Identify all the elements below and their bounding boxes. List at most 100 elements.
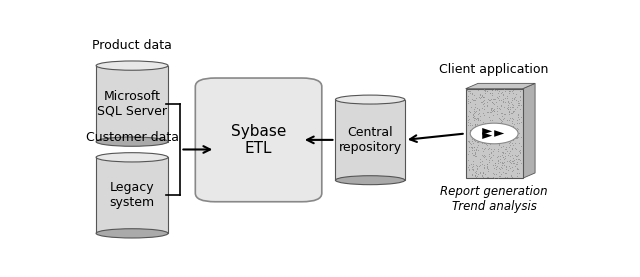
Point (503, 103, 513, 107)
Point (498, 117, 508, 122)
Point (499, 160, 509, 165)
Point (463, 89, 473, 94)
Point (502, 159, 512, 163)
Point (490, 163, 500, 168)
Point (490, 161, 500, 165)
Point (486, 106, 497, 110)
Point (470, 105, 481, 109)
Point (499, 105, 509, 109)
Point (503, 132, 513, 137)
Point (468, 115, 478, 119)
Point (491, 100, 501, 105)
Point (513, 113, 524, 117)
Point (486, 106, 496, 111)
Point (494, 105, 504, 110)
Point (486, 108, 496, 113)
Point (488, 108, 498, 112)
Point (482, 162, 492, 167)
Point (509, 122, 520, 126)
Point (477, 93, 488, 98)
Point (482, 142, 492, 147)
Point (496, 129, 506, 133)
Point (481, 110, 492, 114)
Point (516, 115, 526, 119)
Point (515, 94, 525, 99)
Point (477, 154, 488, 158)
Point (488, 149, 499, 153)
Point (492, 106, 502, 110)
Point (511, 160, 522, 164)
Point (508, 138, 518, 143)
Point (497, 150, 508, 154)
Point (473, 172, 483, 176)
Point (474, 107, 484, 112)
Point (464, 109, 474, 114)
Point (504, 141, 515, 145)
Point (492, 109, 502, 114)
Point (500, 130, 510, 135)
Point (498, 155, 508, 159)
Point (463, 145, 474, 150)
Point (484, 110, 495, 114)
Point (488, 123, 499, 127)
Point (513, 134, 523, 139)
Point (497, 119, 508, 123)
Point (512, 120, 522, 125)
Point (470, 147, 481, 152)
Point (504, 127, 515, 132)
Point (497, 166, 507, 170)
Point (482, 127, 492, 131)
Point (509, 158, 519, 162)
Point (504, 110, 515, 114)
Point (463, 152, 473, 156)
Point (506, 111, 516, 115)
Point (504, 88, 514, 93)
Point (475, 93, 485, 97)
Ellipse shape (96, 229, 168, 238)
Point (511, 98, 521, 102)
Point (504, 133, 514, 138)
Point (479, 165, 489, 170)
Point (482, 89, 492, 93)
Point (481, 157, 491, 161)
Point (468, 131, 479, 135)
Point (488, 112, 498, 117)
Point (505, 154, 515, 158)
Point (515, 151, 525, 155)
Point (494, 94, 504, 98)
Point (504, 124, 515, 128)
Point (496, 91, 506, 96)
Point (475, 139, 485, 143)
Point (513, 111, 523, 116)
Point (495, 107, 506, 111)
Point (506, 140, 516, 144)
Point (496, 117, 506, 122)
Bar (335, 99, 405, 180)
Point (492, 104, 502, 109)
Point (489, 109, 499, 114)
Point (485, 118, 495, 122)
Point (503, 126, 513, 130)
Point (468, 112, 478, 117)
Point (481, 142, 491, 146)
Text: Customer data: Customer data (86, 131, 179, 144)
Point (467, 150, 477, 155)
Point (513, 128, 523, 132)
Point (488, 97, 498, 102)
Point (484, 115, 495, 120)
Point (482, 127, 492, 131)
Point (513, 115, 523, 119)
Point (482, 104, 492, 108)
Point (497, 153, 508, 158)
Point (469, 153, 479, 157)
Point (504, 110, 515, 115)
Point (470, 173, 481, 177)
Point (510, 134, 520, 139)
Point (500, 175, 510, 179)
Point (508, 110, 518, 115)
Point (508, 141, 518, 145)
Point (471, 175, 481, 179)
Point (479, 155, 489, 159)
FancyBboxPatch shape (195, 78, 322, 202)
Point (475, 157, 485, 161)
